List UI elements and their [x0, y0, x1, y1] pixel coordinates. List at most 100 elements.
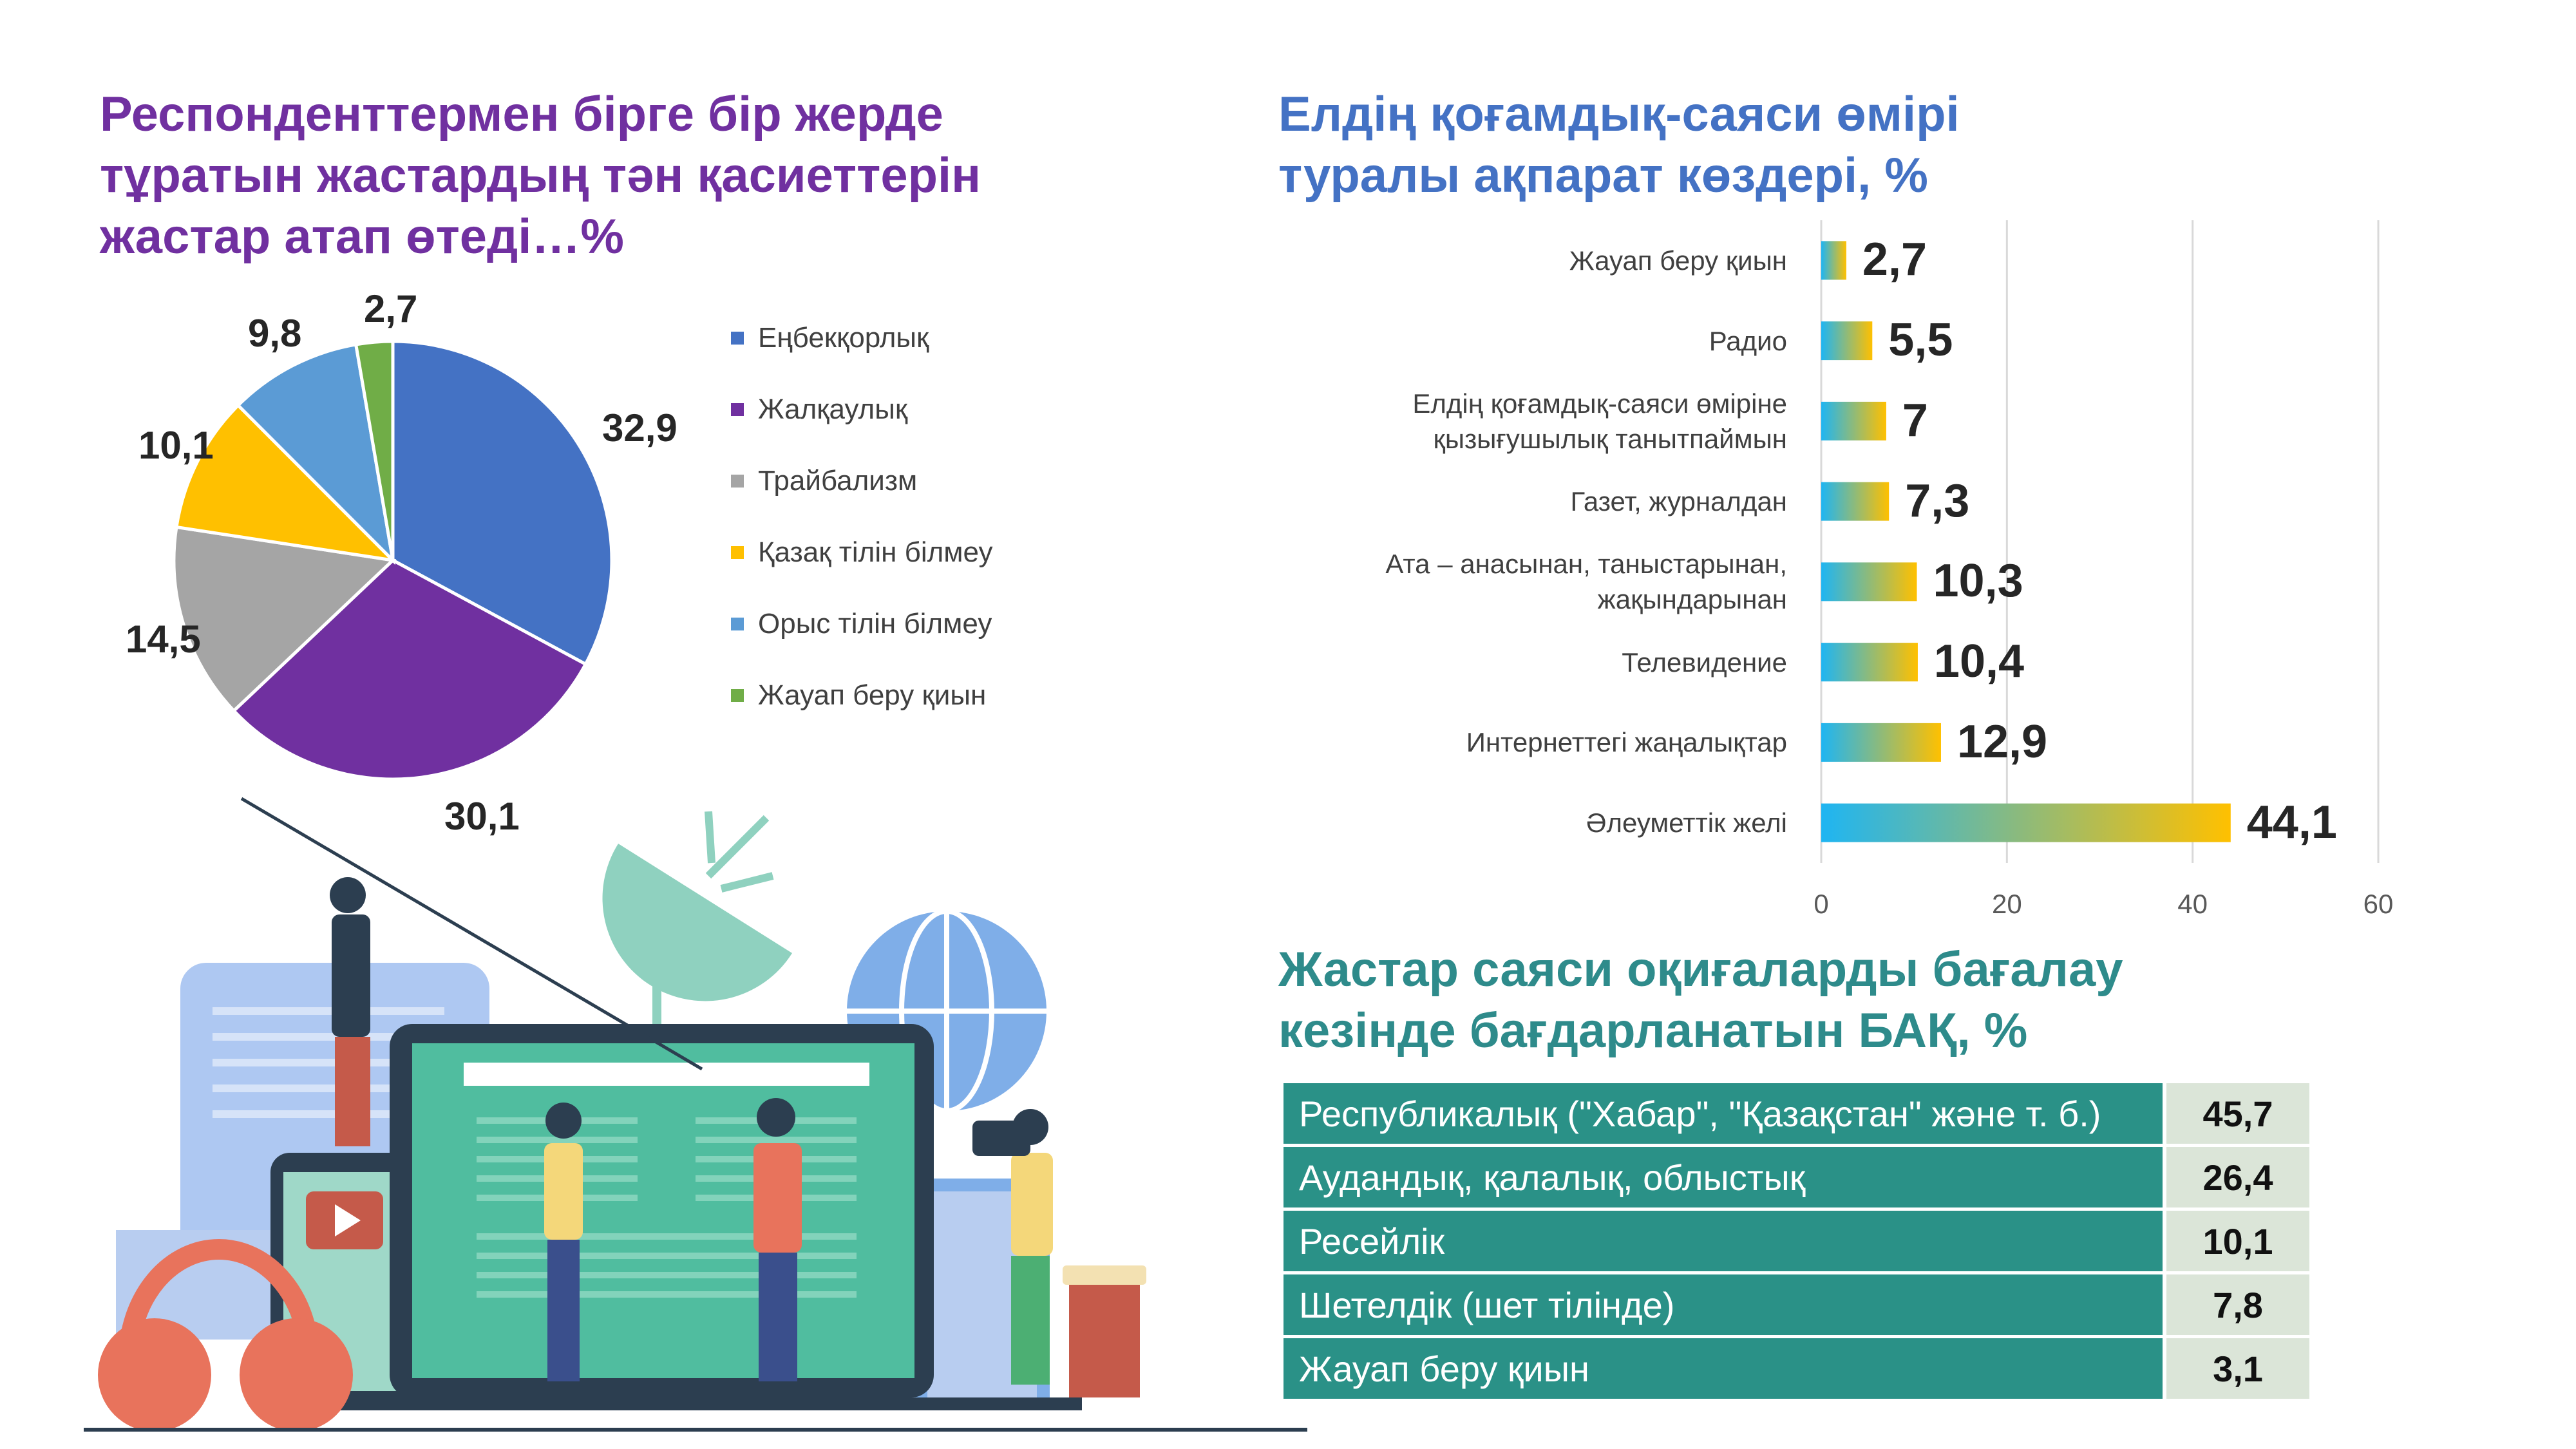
legend-item: Қазақ тілін білмеу [731, 533, 993, 572]
pie-title-line-2: тұратын жастардың тән қасиеттерін [100, 148, 981, 203]
table-cell-label: Ресейлік [1283, 1211, 2163, 1271]
table-row: Ресейлік 10,1 [1283, 1211, 2309, 1271]
bar-data-label: 2,7 [1862, 234, 1927, 286]
bar [1821, 482, 1889, 521]
pie-data-label: 9,8 [248, 312, 302, 355]
bar [1821, 803, 2231, 842]
pie-slice-2 [231, 558, 588, 781]
bar-category-label: Елдің қоғамдық-саяси өміріне қызығушылық … [1259, 386, 1787, 457]
pie-data-label: 14,5 [126, 618, 201, 661]
pie-slice-3 [172, 525, 397, 714]
x-axis-tick-label: 40 [2177, 889, 2208, 919]
pie-data-label: 2,7 [364, 287, 418, 330]
pie-title-line-1: Респонденттермен бірге бір жерде [100, 87, 943, 142]
bar-title-line-2: туралы ақпарат көздері, % [1278, 148, 1928, 203]
bar-data-label: 10,3 [1933, 555, 2023, 607]
bar-data-label: 12,9 [1956, 715, 2048, 768]
table-row: Жауап беру қиын 3,1 [1283, 1338, 2309, 1399]
bar-category-line: Интернеттегі жаңалықтар [1466, 727, 1787, 758]
table-row: Республикалық ("Хабар", "Қазақстан" және… [1283, 1083, 2309, 1144]
legend-swatch [731, 689, 744, 702]
table-title-line-2: кезінде бағдарланатын БАҚ, % [1278, 1003, 2028, 1058]
boom-mic-pole [240, 797, 703, 1071]
boom-operator-figure [330, 877, 370, 1146]
legend-swatch [731, 618, 744, 630]
table-title-line-1: Жастар саяси оқиғаларды бағалау [1278, 942, 2123, 997]
legend-label: Жауап беру қиын [758, 679, 987, 711]
bar [1821, 643, 1918, 682]
bar [1821, 321, 1873, 361]
bar-data-label: 44,1 [2246, 796, 2337, 848]
pie-chart-title: Респонденттермен бірге бір жерде тұратын… [100, 84, 1034, 267]
camera-icon [972, 1121, 1030, 1156]
legend-label: Қазақ тілін білмеу [758, 536, 993, 568]
reporter-figures [544, 1098, 1053, 1385]
bar-category-line: Жауап беру қиын [1569, 245, 1787, 276]
legend-label: Жалқаулық [758, 393, 908, 425]
legend-swatch [731, 403, 744, 416]
legend-label: Орыс тілін білмеу [758, 608, 992, 639]
bar-chart-title: Елдің қоғамдық-саяси өмірі туралы ақпара… [1278, 84, 2244, 206]
bar-category-line: жақындарынан [1597, 584, 1787, 615]
table-row: Аудандық, қалалық, облыстық 26,4 [1283, 1147, 2309, 1208]
bar-chart [1820, 220, 2380, 863]
x-axis-tick-label: 0 [1814, 889, 1829, 919]
bar-data-label: 5,5 [1888, 314, 1953, 366]
bar-category-label: Жауап беру қиын [1259, 243, 1787, 278]
bar-category-label: Газет, журналдан [1259, 484, 1787, 519]
pie-slice-1 [391, 339, 614, 667]
bar-category-line: Радио [1709, 325, 1787, 356]
table-cell-value: 45,7 [2163, 1083, 2309, 1144]
table-row: Шетелдік (шет тілінде) 7,8 [1283, 1274, 2309, 1335]
bar-category-line: Әлеуметтік желі [1586, 808, 1787, 838]
legend-swatch [731, 332, 744, 345]
legend-item: Трайбализм [731, 462, 917, 500]
coffee-cup-icon [1063, 1265, 1146, 1397]
bar-data-label: 7,3 [1905, 475, 1970, 527]
bar-category-line: Телевидение [1622, 647, 1787, 677]
bar-category-line: Газет, журналдан [1570, 486, 1787, 517]
legend-swatch [731, 546, 744, 559]
legend-swatch [731, 475, 744, 488]
table-cell-label: Жауап беру қиын [1283, 1338, 2163, 1399]
legend-item: Еңбекқорлық [731, 319, 929, 357]
table-cell-label: Республикалық ("Хабар", "Қазақстан" және… [1283, 1083, 2163, 1144]
bar-category-label: Телевидение [1259, 645, 1787, 680]
x-axis-tick-label: 20 [1991, 889, 2022, 919]
pie-slice-4 [175, 402, 398, 563]
headphones-icon [98, 1239, 353, 1432]
table-cell-value: 10,1 [2163, 1211, 2309, 1271]
bar-data-label: 7 [1902, 394, 1928, 446]
pie-slice-5 [236, 342, 395, 565]
bar [1821, 562, 1917, 601]
table-cell-label: Аудандық, қалалық, облыстық [1283, 1147, 2163, 1208]
bar-data-label: 10,4 [1933, 636, 2025, 688]
legend-item: Жауап беру қиын [731, 676, 986, 715]
bar-category-line: Елдің қоғамдық-саяси өміріне [1412, 388, 1787, 419]
bar-title-line-1: Елдің қоғамдық-саяси өмірі [1278, 87, 1960, 142]
legend-item: Жалқаулық [731, 390, 907, 429]
bar-category-line: Ата – анасынан, таныстарынан, [1385, 549, 1787, 580]
pie-data-label: 30,1 [444, 795, 520, 838]
pie-data-label: 10,1 [138, 424, 214, 467]
bar [1821, 241, 1846, 280]
table-cell-value: 26,4 [2163, 1147, 2309, 1208]
bar-category-label: Радио [1259, 323, 1787, 359]
media-illustration [84, 797, 1307, 1432]
bar-category-label: Әлеуметтік желі [1259, 805, 1787, 840]
legend-item: Орыс тілін білмеу [731, 605, 992, 643]
bar-category-label: Ата – анасынан, таныстарынан, жақындарына… [1259, 546, 1787, 617]
table-cell-value: 7,8 [2163, 1274, 2309, 1335]
legend-label: Еңбекқорлық [758, 322, 929, 354]
pie-title-line-3: жастар атап өтеді…% [100, 209, 624, 264]
pie-data-label: 32,9 [602, 406, 677, 450]
table-cell-value: 3,1 [2163, 1338, 2309, 1399]
x-axis-tick-label: 60 [2363, 889, 2394, 919]
bar [1821, 401, 1886, 440]
pie-slice-6 [354, 339, 395, 561]
pie-chart [172, 339, 614, 781]
bar [1821, 723, 1941, 762]
table-cell-label: Шетелдік (шет тілінде) [1283, 1274, 2163, 1335]
bar-category-line: қызығушылық танытпаймын [1433, 423, 1787, 454]
bar-category-label: Интернеттегі жаңалықтар [1259, 724, 1787, 760]
